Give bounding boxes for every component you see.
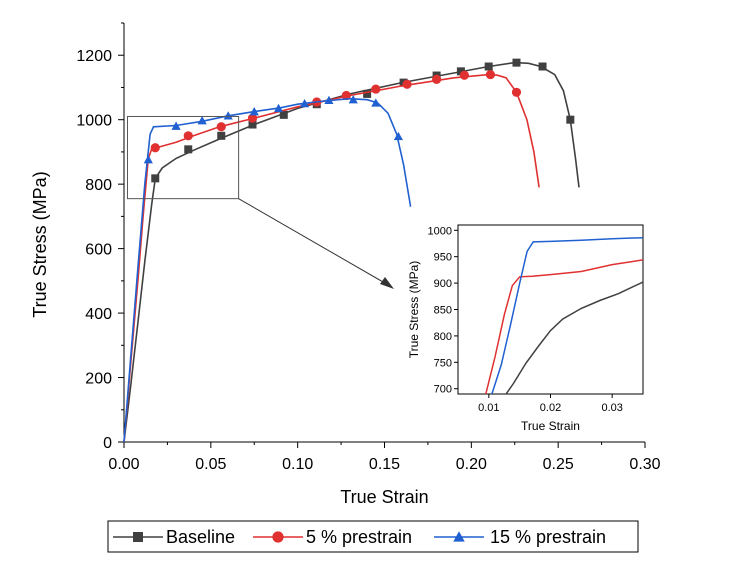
y-tick-label: 1200 xyxy=(76,48,112,65)
data-point xyxy=(150,143,160,153)
data-point xyxy=(151,174,160,183)
data-point xyxy=(217,131,226,140)
legend: Baseline 5 % prestrain 15 % prestrain xyxy=(107,520,639,553)
inset-x-tick-label: 0.02 xyxy=(540,402,561,414)
series-line-1 xyxy=(123,73,540,443)
data-point xyxy=(371,98,381,107)
inset-frame xyxy=(457,224,644,395)
data-point xyxy=(143,155,153,164)
data-point xyxy=(273,103,284,113)
data-point xyxy=(566,115,575,124)
data-point xyxy=(538,62,547,71)
data-point xyxy=(484,62,493,71)
series-line-2 xyxy=(123,97,412,443)
data-point xyxy=(223,111,233,120)
inset-y-tick-label: 750 xyxy=(434,357,452,369)
inset-x-tick-label: 0.01 xyxy=(478,402,499,414)
inset-series-line-1 xyxy=(485,259,643,394)
data-point xyxy=(348,95,358,104)
inset-y-tick-label: 900 xyxy=(434,278,452,290)
data-point xyxy=(216,122,226,132)
data-point xyxy=(341,90,351,101)
legend-marker-triangle xyxy=(453,531,465,542)
x-tick-label: 0.15 xyxy=(369,456,400,473)
legend-box xyxy=(107,520,639,553)
y-tick-label: 600 xyxy=(85,242,112,259)
inset-plot: 0.01 0.02 0.03 700 750 800 850 900 950 1000 True S… xyxy=(407,224,644,433)
legend-marker-circle xyxy=(272,531,284,543)
legend-marker-square xyxy=(133,532,143,542)
x-tick-label: 0.10 xyxy=(282,456,313,473)
inset-y-tick-label: 950 xyxy=(434,252,452,264)
x-tick-label: 0.20 xyxy=(456,456,487,473)
data-point xyxy=(485,69,496,80)
zoom-indicator xyxy=(126,115,394,289)
data-point xyxy=(371,84,381,94)
zoom-region-box xyxy=(126,115,240,200)
x-tick-label: 0.00 xyxy=(108,456,139,473)
x-tick-label: 0.05 xyxy=(195,456,226,473)
data-point xyxy=(279,110,288,119)
data-point xyxy=(184,145,193,154)
data-point xyxy=(432,74,442,85)
data-point xyxy=(363,89,372,98)
data-point xyxy=(183,131,193,141)
data-point xyxy=(324,95,334,105)
data-point xyxy=(248,120,257,129)
y-tick-label: 1000 xyxy=(76,113,112,130)
inset-y-tick-label: 1000 xyxy=(428,225,452,237)
x-axis-title: True Strain xyxy=(340,487,428,507)
data-point xyxy=(393,131,403,141)
y-tick-label: 0 xyxy=(103,435,112,452)
data-point xyxy=(171,121,181,130)
y-tick-label: 400 xyxy=(85,306,112,323)
legend-label: 15 % prestrain xyxy=(490,527,606,547)
y-tick-label: 800 xyxy=(85,177,112,194)
data-point xyxy=(249,107,259,116)
inset-x-axis-title: True Strain xyxy=(521,419,580,433)
data-point xyxy=(300,98,310,108)
data-point xyxy=(197,116,207,125)
data-point xyxy=(511,87,522,97)
inset-series-line-0 xyxy=(505,281,643,394)
inset-y-axis-title: True Stress (MPa) xyxy=(407,261,421,359)
inset-x-tick-label: 0.03 xyxy=(601,402,622,414)
y-axis-title: True Stress (MPa) xyxy=(30,171,50,317)
main-plot: 0.00 0.05 0.10 0.15 0.20 0.25 0.30 0 200 400 600 80… xyxy=(30,22,661,507)
y-tick-label: 200 xyxy=(85,371,112,388)
data-point xyxy=(247,113,258,123)
data-point xyxy=(512,58,521,67)
inset-y-tick-label: 800 xyxy=(434,331,452,343)
legend-label: 5 % prestrain xyxy=(306,527,412,547)
data-point xyxy=(459,70,469,80)
legend-label: Baseline xyxy=(166,527,235,547)
inset-series-line-2 xyxy=(491,236,643,394)
x-tick-label: 0.25 xyxy=(543,456,574,473)
zoom-arrow-head xyxy=(380,277,394,289)
zoom-arrow-line xyxy=(238,198,391,287)
inset-y-tick-label: 850 xyxy=(434,305,452,317)
x-tick-label: 0.30 xyxy=(629,456,660,473)
inset-y-tick-label: 700 xyxy=(434,384,452,396)
data-point xyxy=(456,67,465,76)
data-point xyxy=(402,79,412,89)
